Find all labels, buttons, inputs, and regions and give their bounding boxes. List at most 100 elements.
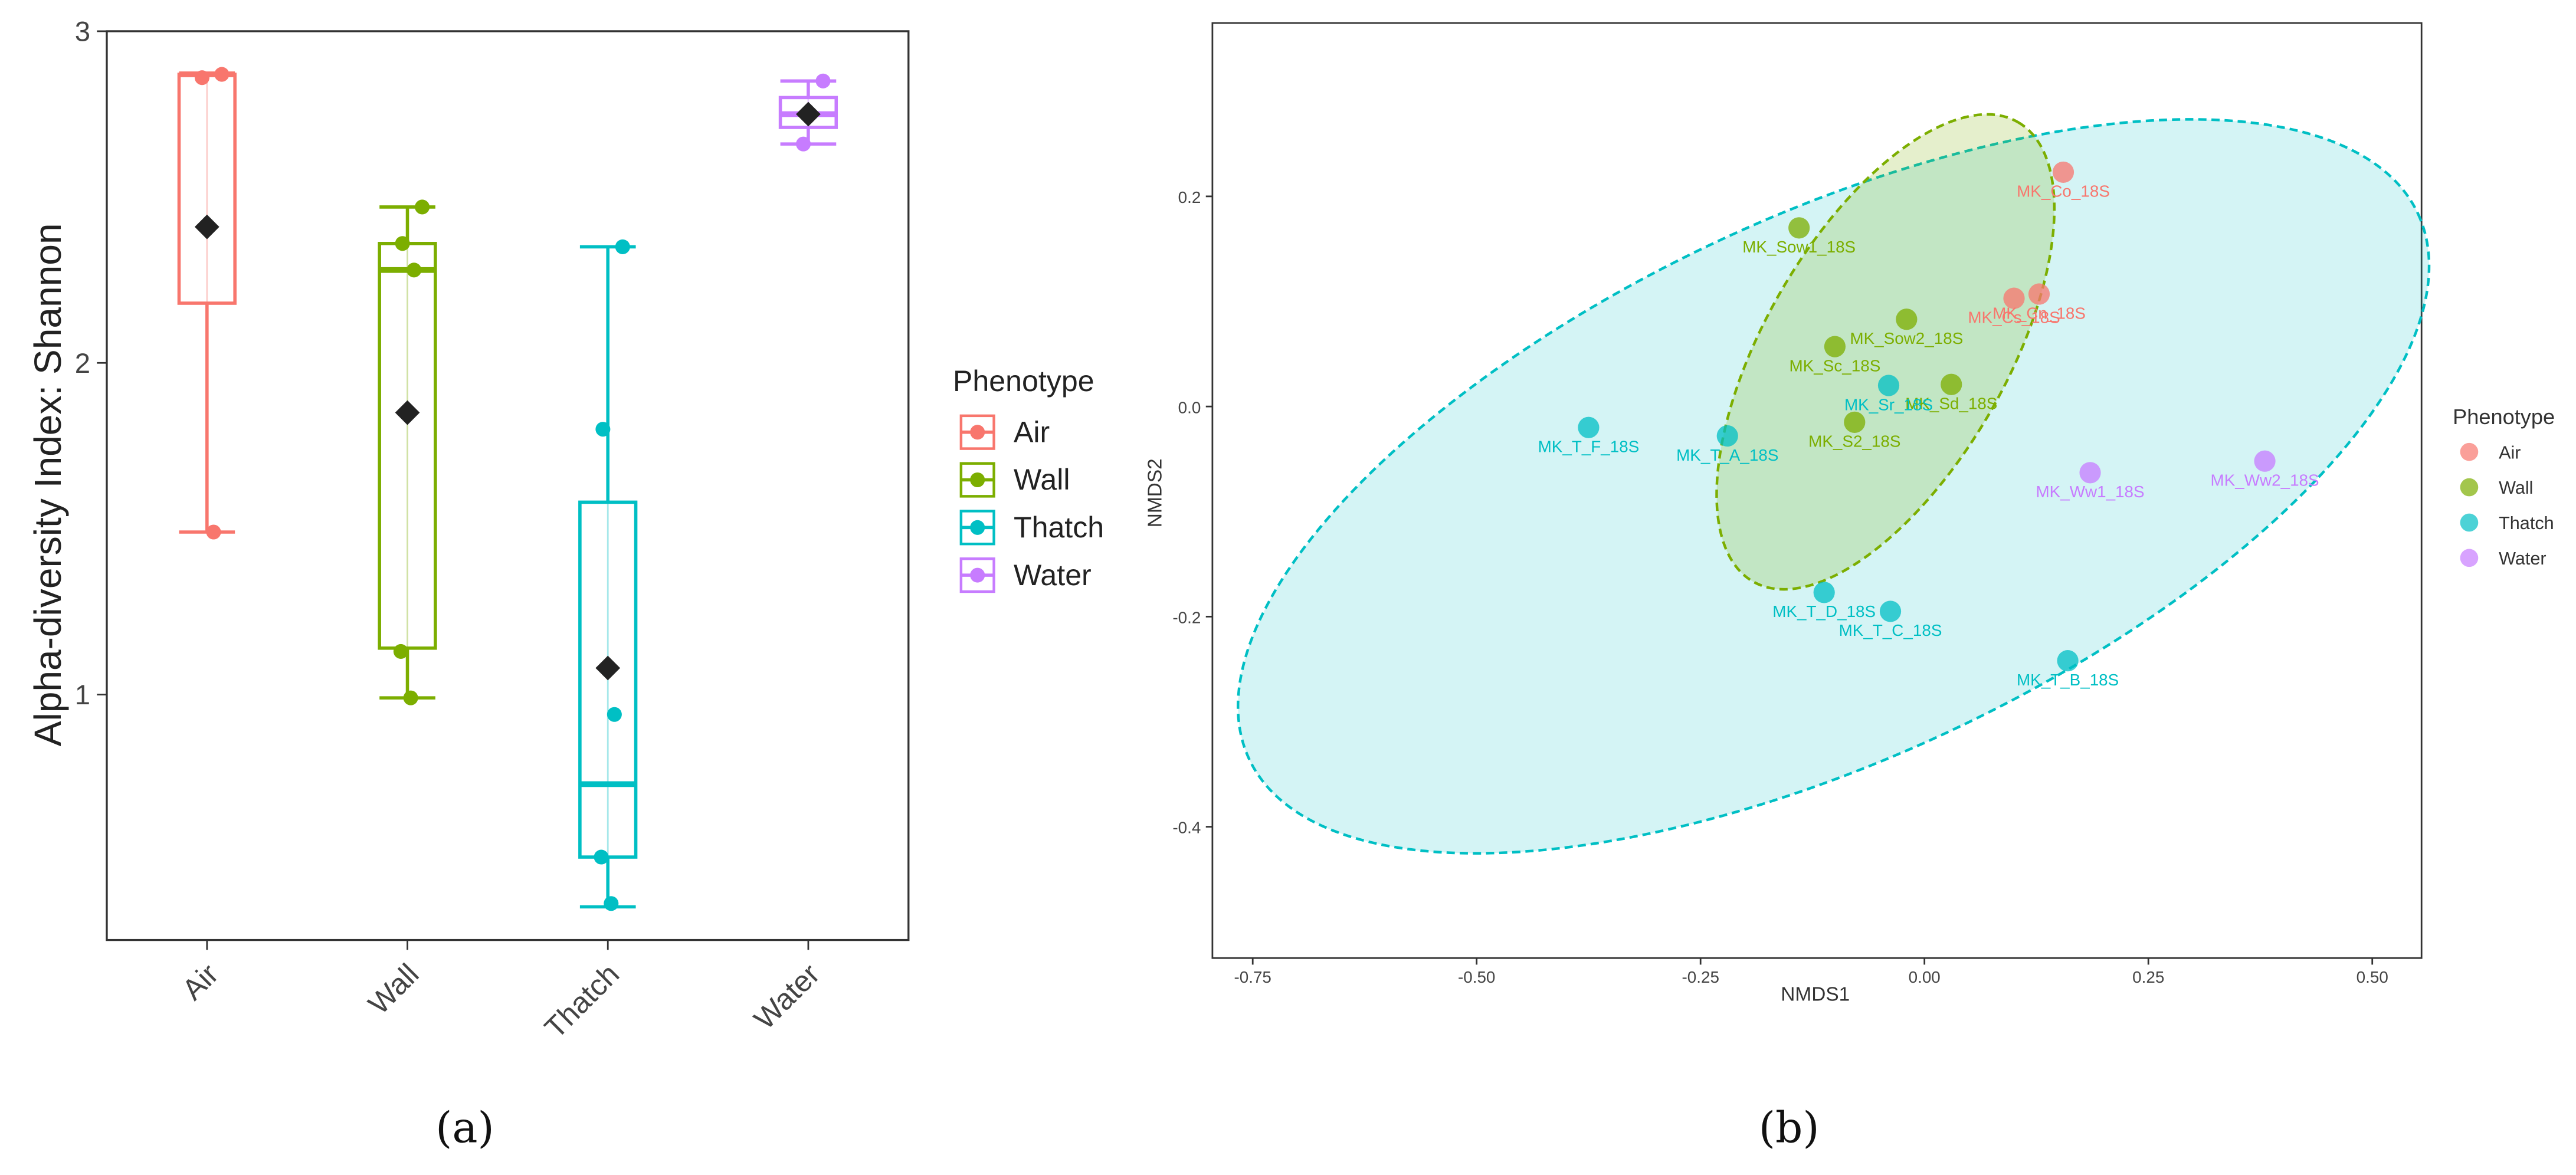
legend-label: Thatch: [2499, 513, 2554, 533]
data-point: [194, 70, 210, 86]
x-tick-label: 0.50: [2357, 968, 2388, 986]
point-mk-t-b-18s: MK_T_B_18S: [2017, 650, 2119, 689]
data-point: [2052, 161, 2074, 183]
data-point: [1578, 416, 1600, 438]
y-tick-label: 0.2: [1178, 188, 1201, 206]
data-point: [595, 422, 611, 437]
y-tick-label: -0.4: [1172, 819, 1201, 837]
data-point: [2028, 283, 2050, 305]
point-label: MK_Sow1_18S: [1742, 238, 1856, 256]
y-tick-label: -0.2: [1172, 608, 1201, 626]
legend-label: Wall: [2499, 478, 2533, 498]
box-thatch: [578, 239, 638, 911]
point-label: MK_Cs_18S: [1968, 308, 2060, 326]
y-axis-label: NMDS2: [1145, 458, 1166, 527]
data-point: [2079, 462, 2101, 484]
caption-a: (a): [435, 1104, 494, 1154]
point-label: MK_T_C_18S: [1839, 621, 1942, 639]
x-axis-label: NMDS1: [1781, 984, 1850, 1006]
point-mk-ww1-18s: MK_Ww1_18S: [2036, 462, 2145, 501]
legend: Phenotype Air Wall Thatch Water: [2453, 405, 2555, 569]
data-point: [1824, 336, 1846, 357]
point-label: MK_Sow2_18S: [1850, 329, 1963, 347]
legend-key-point: [2460, 513, 2479, 532]
legend-item-water: Water: [2460, 549, 2546, 569]
legend-item-thatch: Thatch: [2460, 513, 2554, 533]
legend-label: Air: [2499, 442, 2521, 462]
box-air: [177, 67, 237, 540]
point-mk-sow2-18s: MK_Sow2_18S: [1850, 308, 1963, 347]
data-point: [1896, 308, 1918, 330]
legend-key-point: [970, 425, 985, 440]
legend-title: Phenotype: [2453, 405, 2555, 429]
point-mk-t-c-18s: MK_T_C_18S: [1839, 600, 1942, 639]
x-tick-label: -0.50: [1458, 968, 1495, 986]
point-label: MK_Sr_18S: [1844, 395, 1933, 413]
mean-marker: [595, 655, 621, 681]
legend-key-point: [2460, 442, 2479, 461]
caption-b: (b): [1758, 1104, 1820, 1154]
data-point: [2003, 287, 2025, 309]
data-point: [393, 644, 408, 659]
legend-key-point: [970, 567, 985, 583]
legend-label: Wall: [1014, 463, 1070, 496]
legend-label: Water: [2499, 549, 2546, 569]
point-label: MK_Co_18S: [2017, 182, 2110, 201]
point-mk-t-a-18s: MK_T_A_18S: [1676, 425, 1778, 464]
point-mk-sr-18s: MK_Sr_18S: [1844, 375, 1933, 413]
data-point: [1788, 217, 1810, 239]
data-point: [2057, 650, 2079, 672]
legend-item-water: Water: [959, 557, 1092, 593]
legend-item-wall: Wall: [2460, 478, 2533, 498]
legend-key-point: [970, 520, 985, 535]
legend-label: Thatch: [1014, 511, 1104, 544]
x-axis-ticks: -0.75 -0.50 -0.25 0.00 0.25 0.50: [1234, 958, 2388, 986]
point-label: MK_T_F_18S: [1538, 438, 1640, 456]
legend: Phenotype Air Wall Thatch Water: [953, 365, 1104, 593]
y-axis-ticks: 1 2 3: [75, 17, 107, 711]
y-axis-label: Alpha-diversity Index: Shannon: [27, 223, 69, 746]
y-tick-label: 2: [75, 348, 90, 379]
data-point: [1879, 600, 1902, 622]
legend-key-point: [970, 472, 985, 488]
y-tick-label: 0.0: [1178, 398, 1201, 416]
data-point: [403, 690, 418, 705]
legend-item-air: Air: [2460, 442, 2521, 462]
data-point: [796, 136, 811, 152]
legend-item-wall: Wall: [959, 462, 1070, 498]
legend-key-point: [2460, 478, 2479, 497]
point-label: MK_T_A_18S: [1676, 446, 1778, 464]
box-wall: [378, 199, 437, 705]
ellipse-thatch: [1236, 118, 2431, 855]
x-tick-label: 0.25: [2132, 968, 2164, 986]
point-mk-sc-18s: MK_Sc_18S: [1790, 336, 1881, 375]
data-point: [1877, 375, 1900, 396]
data-point: [1813, 582, 1835, 603]
point-mk-ww2-18s: MK_Ww2_18S: [2211, 450, 2319, 490]
data-point: [615, 239, 630, 254]
data-point: [1844, 411, 1866, 433]
data-point: [607, 707, 622, 722]
plot-frame: [1211, 22, 2423, 959]
legend-label: Air: [1014, 415, 1050, 448]
box-series: [177, 67, 838, 911]
legend-item-thatch: Thatch: [959, 510, 1104, 546]
data-point: [815, 73, 831, 88]
mean-marker: [796, 101, 821, 127]
x-tick-label: 0.00: [1909, 968, 1941, 986]
data-point: [407, 262, 422, 278]
point-label: MK_Sc_18S: [1790, 356, 1881, 375]
plot-frame: [106, 30, 910, 941]
data-point: [1716, 425, 1738, 447]
point-mk-t-f-18s: MK_T_F_18S: [1538, 416, 1640, 456]
legend-item-air: Air: [959, 414, 1050, 450]
data-point: [594, 849, 609, 865]
data-point: [2254, 450, 2276, 472]
ellipse-wall: [1715, 113, 2056, 591]
box-water: [778, 73, 838, 152]
data-point: [214, 67, 230, 82]
point-label: MK_Ww1_18S: [2036, 483, 2144, 501]
data-point: [395, 236, 410, 251]
